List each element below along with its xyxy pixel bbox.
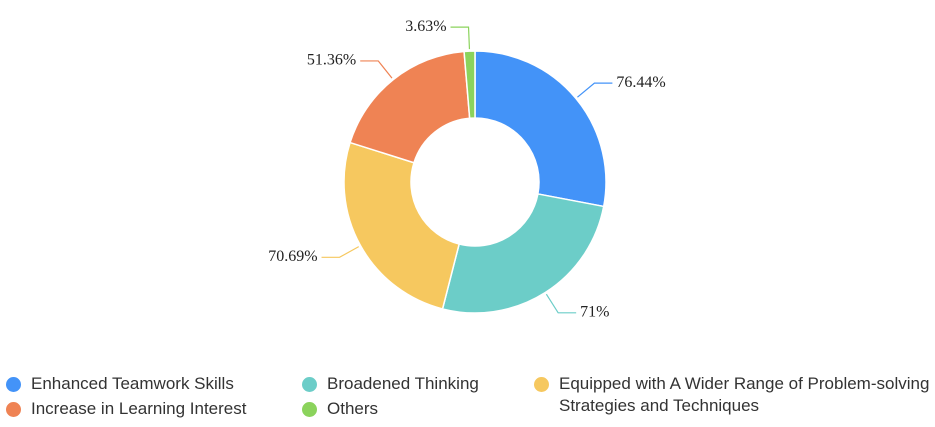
leader-line [450, 26, 471, 50]
legend-marker [302, 402, 317, 417]
legend-label: Increase in Learning Interest [31, 399, 247, 418]
data-label: 70.69% [268, 248, 317, 265]
data-label: 76.44% [616, 74, 665, 91]
legend-item: Equipped with A Wider Range of Problem-s… [534, 373, 934, 417]
legend-marker [6, 377, 21, 392]
leader-line [360, 60, 393, 79]
donut-slice [463, 50, 476, 120]
data-label: 71% [580, 303, 609, 320]
legend-marker [302, 377, 317, 392]
chart: 76.44% 71% 70.69% 51.36% 3.63% [268, 18, 666, 321]
donut-slice [343, 141, 461, 310]
legend-item: Others [302, 398, 378, 420]
leader-line [545, 293, 577, 314]
legend-item: Increase in Learning Interest [6, 398, 246, 420]
legend-label: Equipped with A Wider Range of Problem-s… [559, 374, 930, 415]
data-label: 51.36% [307, 52, 356, 69]
legend-label: Enhanced Teamwork Skills [31, 374, 234, 393]
donut-slice [349, 50, 471, 164]
data-label: 3.63% [405, 18, 446, 35]
legend-marker [6, 402, 21, 417]
donut-slice [474, 50, 607, 208]
legend-label: Others [327, 399, 379, 418]
legend-item: Broadened Thinking [302, 373, 479, 395]
legend-label: Broadened Thinking [327, 374, 479, 393]
donut-slice [441, 193, 605, 314]
legend-marker [534, 377, 549, 392]
legend-item: Enhanced Teamwork Skills [6, 373, 234, 395]
leader-line [321, 246, 360, 258]
leader-line [577, 82, 613, 98]
